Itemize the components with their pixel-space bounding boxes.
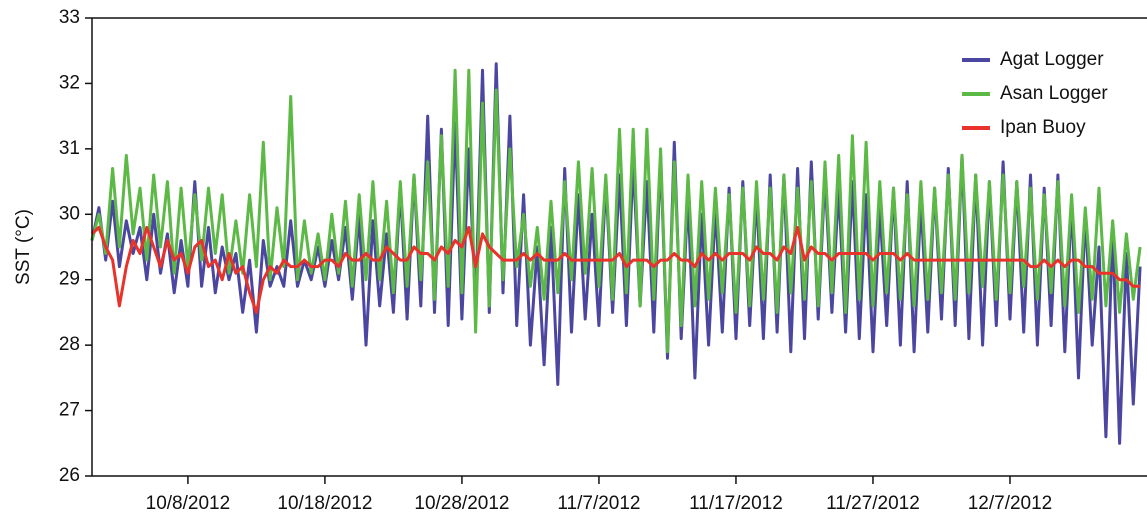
y-axis-label: SST (°C) <box>13 209 34 285</box>
x-tick-label: 10/18/2012 <box>277 493 372 514</box>
x-tick-label: 11/27/2012 <box>826 493 920 514</box>
y-tick-label: 32 <box>59 72 80 93</box>
legend-label: Asan Logger <box>1000 83 1108 104</box>
x-tick-label: 12/7/2012 <box>968 493 1053 514</box>
x-tick-label: 11/17/2012 <box>689 493 783 514</box>
y-tick-label: 26 <box>59 465 80 486</box>
legend-label: Ipan Buoy <box>1000 117 1086 138</box>
series-line <box>90 68 1142 354</box>
legend-label: Agat Logger <box>1000 49 1104 70</box>
x-tick-label: 10/8/2012 <box>146 493 231 514</box>
y-tick-label: 29 <box>59 269 80 290</box>
x-tick-label: 11/7/2012 <box>557 493 640 514</box>
x-tick-label: 10/28/2012 <box>414 493 509 514</box>
series-line <box>90 225 1141 314</box>
plot-area <box>90 62 1142 445</box>
y-tick-label: 28 <box>59 334 80 355</box>
y-tick-label: 31 <box>59 138 80 159</box>
y-tick-label: 33 <box>59 7 80 28</box>
y-tick-label: 30 <box>59 203 80 224</box>
y-tick-label: 27 <box>59 400 80 421</box>
